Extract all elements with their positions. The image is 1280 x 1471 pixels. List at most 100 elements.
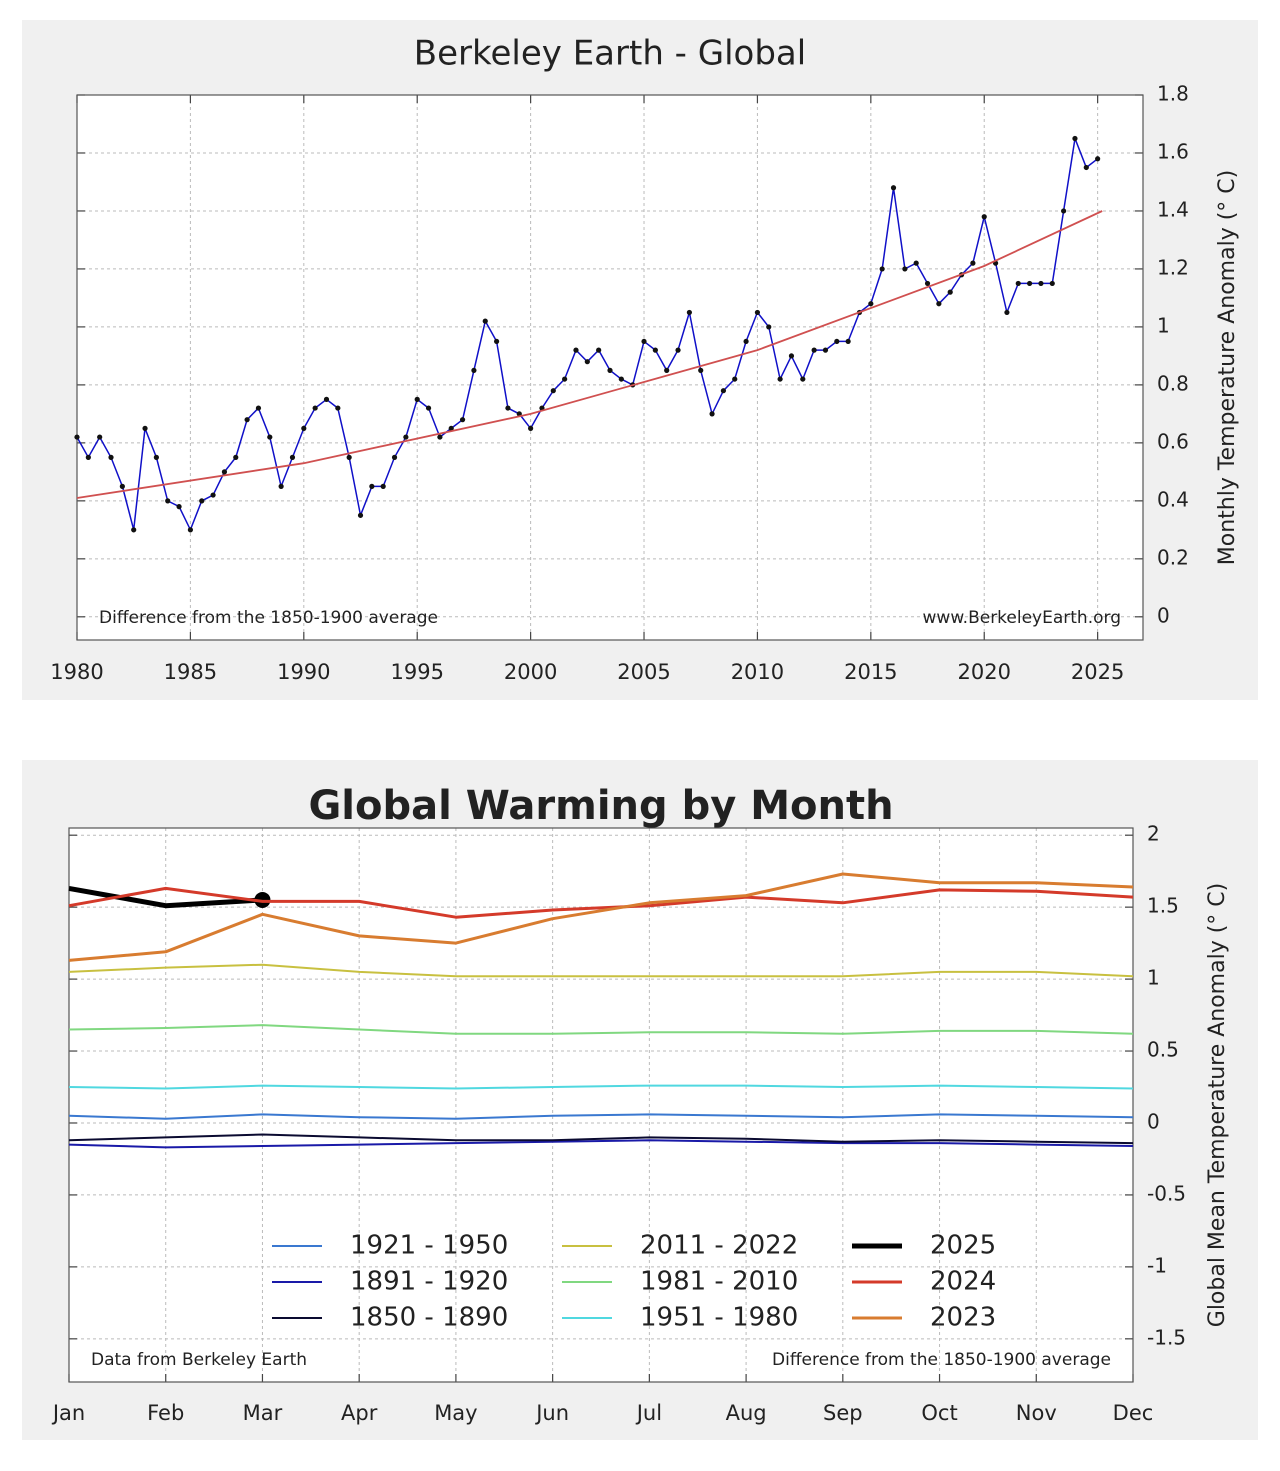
data-point xyxy=(165,498,171,504)
data-point xyxy=(369,483,375,489)
y-axis-label: Global Mean Temperature Anomaly (° C) xyxy=(1205,883,1230,1327)
data-point xyxy=(664,367,670,373)
y-tick-label: -1.5 xyxy=(1147,1325,1186,1349)
y-axis-label: Monthly Temperature Anomaly (° C) xyxy=(1215,170,1240,565)
x-tick-label: 2000 xyxy=(504,660,557,684)
plot-frame xyxy=(76,94,1144,641)
data-point xyxy=(85,454,91,460)
data-point xyxy=(244,417,250,423)
series-line xyxy=(68,1084,1134,1090)
data-point xyxy=(459,417,466,423)
y-tick-label: 0.4 xyxy=(1157,487,1189,511)
data-point xyxy=(607,367,613,373)
data-point xyxy=(788,353,795,359)
data-point xyxy=(176,504,182,510)
data-point xyxy=(618,376,624,382)
data-point xyxy=(301,425,307,431)
x-tick-label: 2025 xyxy=(1071,660,1124,684)
y-tick-label: -1 xyxy=(1147,1253,1167,1277)
data-point xyxy=(732,376,738,382)
data-point xyxy=(709,411,715,417)
data-point xyxy=(74,434,80,440)
annotation: Difference from the 1850-1900 average xyxy=(99,608,438,628)
data-point xyxy=(278,483,284,489)
x-tick-label: Jan xyxy=(51,1401,85,1425)
plot-area xyxy=(77,95,1143,640)
legend-label: 1981 - 2010 xyxy=(640,1267,798,1297)
data-point xyxy=(868,301,874,307)
data-point xyxy=(267,434,273,440)
data-point xyxy=(675,347,681,353)
data-point xyxy=(777,376,783,382)
data-point xyxy=(108,454,114,460)
y-tick-label: -0.5 xyxy=(1147,1181,1186,1205)
legend-label: 2025 xyxy=(930,1231,996,1261)
data-point xyxy=(890,185,897,191)
data-point xyxy=(1061,208,1067,214)
y-tick-label: 1.4 xyxy=(1157,197,1189,221)
series-line xyxy=(68,1024,1134,1035)
series-line xyxy=(68,1139,1134,1149)
data-point xyxy=(766,324,772,330)
data-point xyxy=(1004,309,1010,316)
x-tick-label: 1990 xyxy=(277,660,330,684)
data-point xyxy=(221,469,228,475)
data-point xyxy=(720,388,727,394)
data-point xyxy=(1072,135,1078,142)
x-tick-label: Sep xyxy=(823,1401,863,1425)
y-tick-label: 0.8 xyxy=(1157,371,1189,395)
data-point xyxy=(119,483,125,489)
data-point xyxy=(233,454,239,460)
data-point xyxy=(913,260,919,266)
x-tick-label: Feb xyxy=(147,1401,184,1425)
y-tick-label: 1.6 xyxy=(1157,139,1189,163)
data-point xyxy=(380,483,386,489)
annotation: Difference from the 1850-1900 average xyxy=(772,1350,1111,1370)
x-tick-label: 2005 xyxy=(617,660,670,684)
series-line xyxy=(68,1113,1134,1120)
legend-label: 2023 xyxy=(930,1303,996,1333)
x-tick-label: 2020 xyxy=(958,660,1011,684)
data-point xyxy=(131,527,137,533)
data-point xyxy=(902,266,908,272)
x-tick-label: 2010 xyxy=(731,660,784,684)
data-point xyxy=(323,396,330,402)
x-tick-label: Nov xyxy=(1016,1401,1057,1425)
x-tick-label: Aug xyxy=(726,1401,767,1425)
legend-label: 1921 - 1950 xyxy=(350,1231,508,1261)
data-point xyxy=(97,434,103,440)
data-point xyxy=(970,260,976,266)
y-tick-label: 0 xyxy=(1147,1109,1160,1133)
data-point xyxy=(391,454,398,460)
data-point xyxy=(879,266,885,272)
data-point xyxy=(199,498,205,504)
data-point xyxy=(425,405,432,411)
data-point xyxy=(947,289,953,295)
x-tick-label: 1985 xyxy=(164,660,217,684)
data-point xyxy=(505,405,511,411)
chart-title: Global Warming by Month xyxy=(308,783,893,829)
data-point xyxy=(471,367,477,373)
data-point xyxy=(414,396,420,402)
data-point xyxy=(1026,280,1033,287)
x-tick-label: Dec xyxy=(1113,1401,1154,1425)
data-point xyxy=(357,512,364,518)
data-point xyxy=(1083,164,1089,171)
y-tick-label: 0.6 xyxy=(1157,429,1189,453)
x-tick-label: Mar xyxy=(243,1401,283,1425)
chart-title: Berkeley Earth - Global xyxy=(414,34,806,74)
data-point xyxy=(312,405,318,411)
data-point xyxy=(528,425,534,431)
data-point xyxy=(573,347,579,353)
series-line xyxy=(68,885,263,909)
series-line xyxy=(68,872,1134,962)
data-point xyxy=(652,347,658,353)
data-point xyxy=(800,376,806,382)
data-point xyxy=(754,309,761,316)
y-tick-label: 1.2 xyxy=(1157,255,1189,279)
data-point xyxy=(596,347,602,353)
annotation: Data from Berkeley Earth xyxy=(91,1350,307,1370)
y-tick-label: 1.5 xyxy=(1147,894,1179,918)
